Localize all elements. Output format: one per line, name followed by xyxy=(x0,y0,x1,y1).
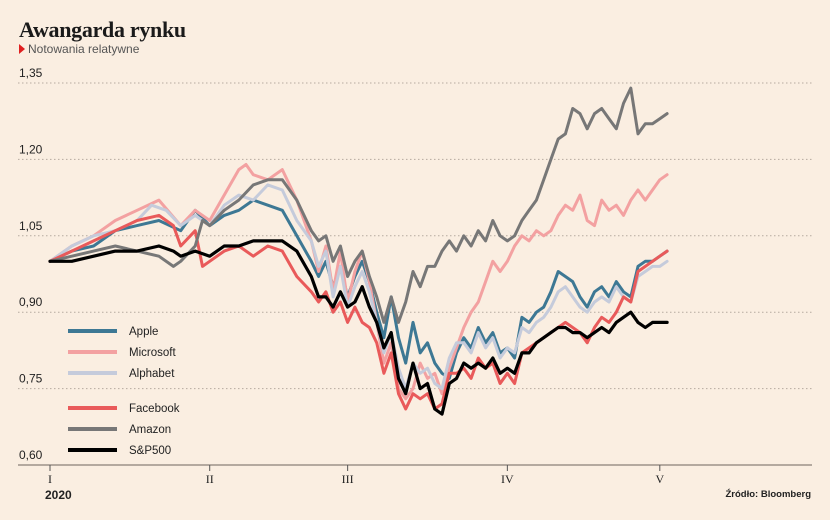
legend-label: Facebook xyxy=(129,403,180,415)
y-tick-label: 0,90 xyxy=(19,295,43,309)
series-lines xyxy=(48,86,669,416)
x-tick-label: I xyxy=(48,472,52,486)
source-note: Źródło: Bloomberg xyxy=(725,489,812,500)
series-line-amazon xyxy=(48,86,669,324)
subtitle-marker-icon xyxy=(19,44,25,54)
grid-lines xyxy=(18,82,812,466)
year-label: 2020 xyxy=(45,488,72,502)
legend-label: S&P500 xyxy=(129,445,171,457)
y-tick-label: 0,60 xyxy=(19,448,43,462)
y-tick-label: 1,05 xyxy=(19,219,43,233)
x-tick-label: IV xyxy=(501,472,514,486)
legend: Apple Microsoft Alphabet Facebook Amazon S&P5… xyxy=(68,326,180,457)
legend-label: Amazon xyxy=(129,424,171,436)
series-line-apple xyxy=(48,198,669,380)
chart-subtitle: Notowania relatywne xyxy=(19,42,139,56)
series-line-sp500 xyxy=(48,239,669,416)
legend-label: Alphabet xyxy=(129,368,175,380)
y-tick-label: 1,20 xyxy=(19,142,43,156)
legend-label: Apple xyxy=(129,326,158,338)
x-tick-label: III xyxy=(342,472,354,486)
chart-title: Awangarda rynku xyxy=(19,17,186,42)
series-line-facebook xyxy=(48,213,669,411)
x-tick-label: V xyxy=(655,472,664,486)
legend-label: Microsoft xyxy=(129,347,176,359)
series-line-alphabet xyxy=(48,183,669,391)
y-tick-label: 0,75 xyxy=(19,372,43,386)
y-axis-ticks: 0,60 0,75 0,90 1,05 1,20 1,35 xyxy=(19,66,43,462)
x-tick-label: II xyxy=(206,472,214,486)
chart-subtitle-text: Notowania relatywne xyxy=(28,42,140,56)
y-tick-label: 1,35 xyxy=(19,66,43,80)
